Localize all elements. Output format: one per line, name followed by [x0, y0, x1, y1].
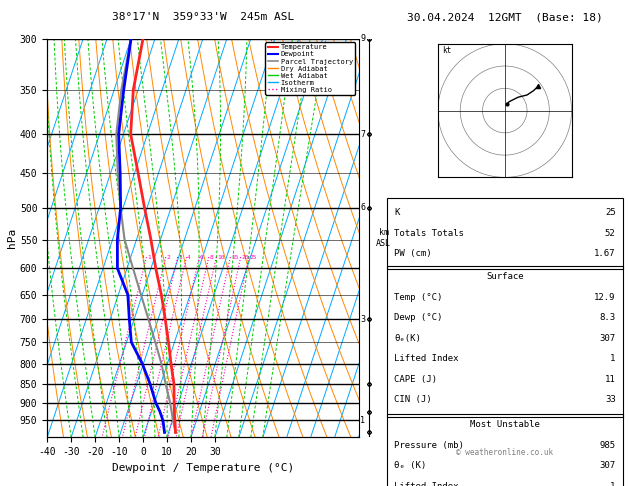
Text: Most Unstable: Most Unstable: [470, 420, 540, 429]
Text: 1: 1: [147, 255, 151, 260]
Text: 2: 2: [166, 255, 170, 260]
Text: 25: 25: [249, 255, 257, 260]
Text: 15: 15: [231, 255, 238, 260]
Text: 8.3: 8.3: [599, 313, 616, 322]
Text: Lifted Index: Lifted Index: [394, 354, 459, 364]
X-axis label: Dewpoint / Temperature (°C): Dewpoint / Temperature (°C): [112, 463, 294, 473]
Bar: [387, 266, 623, 417]
Text: 3: 3: [360, 315, 365, 324]
Text: 33: 33: [605, 396, 616, 404]
Bar: [387, 415, 623, 486]
Text: K: K: [394, 208, 399, 217]
Text: 12.9: 12.9: [594, 293, 616, 302]
Text: 6: 6: [200, 255, 204, 260]
Text: 4: 4: [187, 255, 191, 260]
Text: 1: 1: [360, 416, 365, 425]
Text: Pressure (mb): Pressure (mb): [394, 441, 464, 450]
Text: 38°17'N  359°33'W  245m ASL: 38°17'N 359°33'W 245m ASL: [112, 12, 294, 22]
Text: θₑ(K): θₑ(K): [394, 334, 421, 343]
Text: 30.04.2024  12GMT  (Base: 18): 30.04.2024 12GMT (Base: 18): [407, 12, 603, 22]
Y-axis label: hPa: hPa: [7, 228, 17, 248]
Text: kt: kt: [442, 46, 452, 54]
Bar: [387, 198, 623, 269]
Text: 985: 985: [599, 441, 616, 450]
Text: Temp (°C): Temp (°C): [394, 293, 442, 302]
Text: 307: 307: [599, 461, 616, 470]
Text: 1.67: 1.67: [594, 249, 616, 259]
Text: 1: 1: [610, 354, 616, 364]
Legend: Temperature, Dewpoint, Parcel Trajectory, Dry Adiabat, Wet Adiabat, Isotherm, Mi: Temperature, Dewpoint, Parcel Trajectory…: [265, 42, 355, 95]
Text: CAPE (J): CAPE (J): [394, 375, 437, 384]
Text: 11: 11: [605, 375, 616, 384]
Text: Lifted Index: Lifted Index: [394, 482, 459, 486]
Text: 6: 6: [360, 204, 365, 212]
Text: Surface: Surface: [486, 272, 523, 281]
Text: Totals Totals: Totals Totals: [394, 229, 464, 238]
Y-axis label: km
ASL: km ASL: [376, 228, 391, 248]
Text: 9: 9: [360, 35, 365, 43]
Text: 7: 7: [360, 130, 365, 139]
Text: PW (cm): PW (cm): [394, 249, 431, 259]
Text: 3: 3: [178, 255, 182, 260]
Text: θₑ (K): θₑ (K): [394, 461, 426, 470]
Text: 8: 8: [209, 255, 213, 260]
Text: 52: 52: [605, 229, 616, 238]
Text: 25: 25: [605, 208, 616, 217]
Text: 10: 10: [217, 255, 225, 260]
Text: 20: 20: [241, 255, 248, 260]
Text: © weatheronline.co.uk: © weatheronline.co.uk: [456, 448, 554, 457]
Text: 1: 1: [610, 482, 616, 486]
Text: Dewp (°C): Dewp (°C): [394, 313, 442, 322]
Text: CIN (J): CIN (J): [394, 396, 431, 404]
Text: 307: 307: [599, 334, 616, 343]
